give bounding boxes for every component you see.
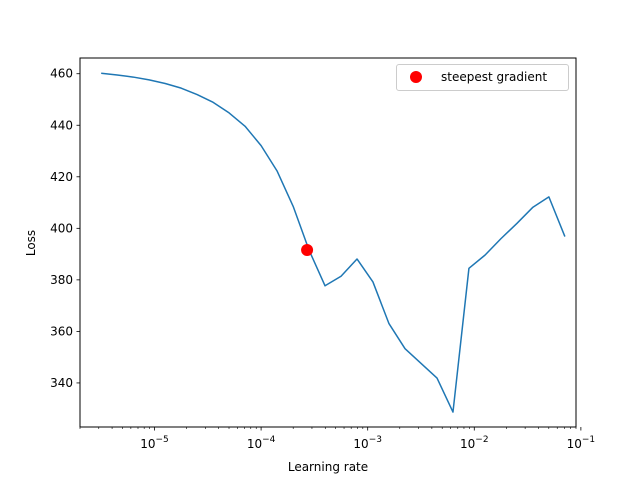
x-tick-exponent: −5 [156, 435, 169, 445]
x-tick-exponent: −4 [262, 435, 276, 445]
axes-frame [79, 57, 577, 428]
legend: steepest gradient [396, 64, 569, 91]
x-tick-label: 10−1 [567, 435, 596, 451]
x-tick-base: 10 [353, 437, 368, 451]
x-tick-label: 10−2 [460, 435, 489, 451]
y-axis-label: Loss [24, 230, 38, 256]
y-tick-label: 380 [50, 273, 73, 287]
legend-label: steepest gradient [441, 70, 547, 84]
plot-area [80, 58, 576, 427]
x-tick-label: 10−4 [247, 435, 276, 451]
x-tick-base: 10 [567, 437, 582, 451]
y-tick-label: 420 [50, 170, 73, 184]
x-tick-base: 10 [247, 437, 262, 451]
y-tick-label: 400 [50, 221, 73, 235]
loss-curve [101, 72, 566, 413]
legend-marker [410, 71, 422, 83]
x-tick-label: 10−5 [140, 435, 169, 451]
x-tick-base: 10 [460, 437, 475, 451]
y-tick-label: 440 [50, 118, 73, 132]
x-tick-exponent: −3 [369, 435, 382, 445]
legend-box [396, 64, 569, 91]
x-tick-exponent: −1 [582, 435, 595, 445]
x-tick-base: 10 [140, 437, 155, 451]
x-tick-label: 10−3 [353, 435, 382, 451]
x-axis-label: Learning rate [288, 460, 368, 474]
y-tick-label: 360 [50, 324, 73, 338]
x-tick-exponent: −2 [475, 435, 488, 445]
steepest-gradient-point [301, 243, 314, 256]
series-layer [101, 72, 566, 413]
y-tick-label: 340 [50, 376, 73, 390]
y-tick-label: 460 [50, 67, 73, 81]
